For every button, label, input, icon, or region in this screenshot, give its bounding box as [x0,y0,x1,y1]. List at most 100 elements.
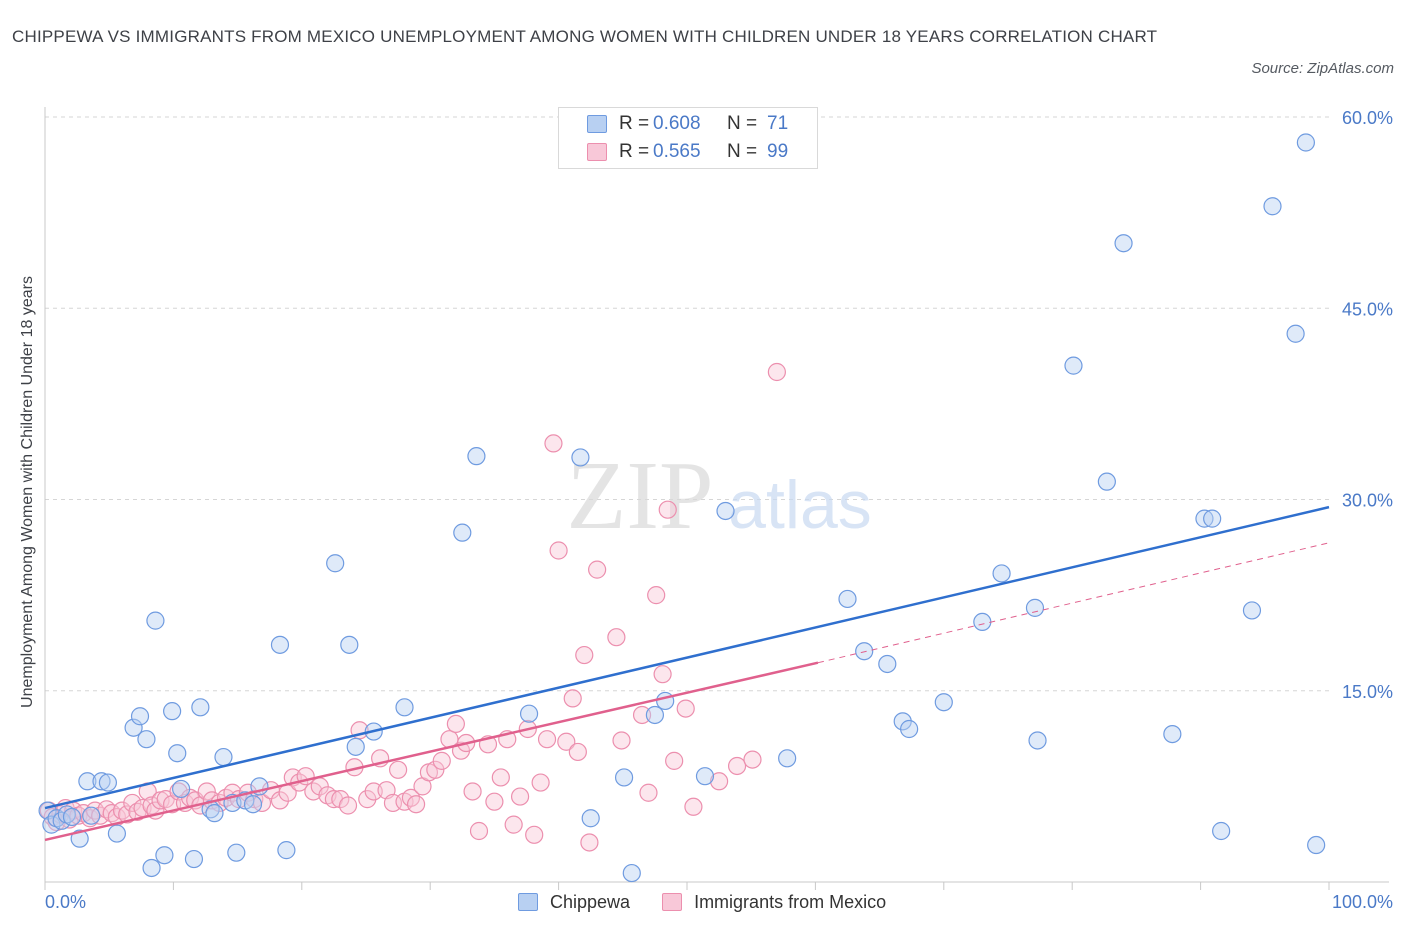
point-chippewa [155,846,174,865]
point-immigrants-from-mexico [270,791,290,810]
point-immigrants-from-mexico [389,760,408,779]
point-chippewa [142,858,161,878]
point-immigrants-from-mexico [767,362,786,382]
legend-r-value: 0.565 [653,141,701,162]
point-chippewa [62,807,82,827]
point-chippewa [184,849,204,869]
point-chippewa [70,829,89,848]
point-immigrants-from-mexico [632,705,652,725]
y-tick-label: 15.0% [1342,682,1393,702]
point-chippewa [1114,234,1133,253]
point-chippewa [395,698,414,717]
point-immigrants-from-mexico [537,730,557,749]
point-chippewa [243,795,263,814]
point-chippewa [992,564,1011,583]
legend-r-label: R = [619,141,650,162]
y-tick-label: 60.0% [1342,108,1393,128]
trend-line-chippewa [44,505,1330,810]
point-chippewa [900,719,919,739]
point-chippewa [98,773,118,792]
point-immigrants-from-mexico [665,751,684,770]
point-chippewa [453,523,472,542]
point-chippewa [622,863,641,883]
point-chippewa [645,705,665,725]
point-chippewa [47,809,66,828]
point-chippewa [1307,835,1326,855]
point-chippewa [205,804,224,823]
point-chippewa [172,779,191,799]
series-legend-immigrants: Immigrants from Mexico [662,892,886,913]
legend-swatch-chippewa [587,115,607,133]
y-tick-label: 45.0% [1342,299,1393,319]
legend-r-label: R = [619,113,650,134]
axis-layer [44,107,1389,890]
point-chippewa [581,809,600,828]
point-chippewa [1195,509,1214,528]
point-immigrants-from-mexico [709,772,729,791]
point-chippewa [1286,324,1305,343]
legend-swatch-immigrants [587,143,607,161]
point-chippewa [326,554,345,573]
legend-n-label: N = [727,141,758,162]
point-chippewa [92,772,111,791]
point-immigrants-from-mexico [169,782,188,801]
point-immigrants-from-mexico [485,792,504,811]
legend-n-value: 71 [767,113,789,134]
point-immigrants-from-mexico [544,434,563,453]
point-immigrants-from-mexico [575,645,594,665]
point-immigrants-from-mexico [588,560,607,579]
point-chippewa [878,654,897,674]
legend-row-immigrants: R = 0.565 N = 99 [587,140,788,164]
point-immigrants-from-mexico [658,500,677,519]
point-immigrants-from-mexico [568,742,587,762]
trend-layer [44,505,1330,842]
point-immigrants-from-mexico [549,541,568,560]
point-immigrants-from-mexico [491,768,510,787]
point-chippewa [614,768,634,787]
point-immigrants-from-mexico [743,750,762,769]
point-chippewa [467,447,486,466]
point-chippewa [124,718,143,737]
point-chippewa [934,693,953,712]
point-immigrants-from-mexico [653,665,672,684]
series-immigrants-from-mexico [39,362,786,852]
point-immigrants-from-mexico [463,782,482,801]
series-chippewa [38,133,1326,883]
correlation-legend: R = 0.608 N = 71 R = 0.565 N = 99 [558,107,818,169]
x-tick-label: 0.0% [45,892,86,912]
point-immigrants-from-mexico [406,795,426,814]
point-immigrants-from-mexico [639,783,658,802]
point-immigrants-from-mexico [531,773,550,792]
point-immigrants-from-mexico [510,787,530,806]
point-immigrants-from-mexico [338,796,358,815]
point-immigrants-from-mexico [612,731,631,750]
series-legend-swatch-immigrants [662,893,683,911]
tick-layer: 15.0% 30.0% 45.0% 60.0% 0.0% 100.0% [45,108,1393,912]
point-chippewa [1203,509,1222,528]
point-chippewa [1163,724,1182,744]
series-legend-chippewa: Chippewa [518,892,630,913]
point-chippewa [656,691,675,711]
point-chippewa [1212,821,1231,841]
point-chippewa [191,698,210,717]
point-immigrants-from-mexico [727,756,747,776]
point-immigrants-from-mexico [525,825,544,844]
point-chippewa [1028,731,1047,750]
point-chippewa [1263,197,1282,216]
point-chippewa [1097,472,1116,491]
point-immigrants-from-mexico [123,793,142,813]
point-immigrants-from-mexico [676,699,695,718]
point-immigrants-from-mexico [383,793,403,813]
point-chippewa [973,612,992,632]
series-legend-label-immigrants: Immigrants from Mexico [694,891,887,912]
point-immigrants-from-mexico [607,628,626,647]
point-immigrants-from-mexico [69,806,88,825]
point-immigrants-from-mexico [426,760,445,779]
point-immigrants-from-mexico [446,714,465,734]
point-immigrants-from-mexico [557,732,576,751]
series-legend: Chippewa Immigrants from Mexico [518,888,918,916]
point-chippewa [130,707,150,726]
legend-r-value: 0.608 [653,113,701,134]
